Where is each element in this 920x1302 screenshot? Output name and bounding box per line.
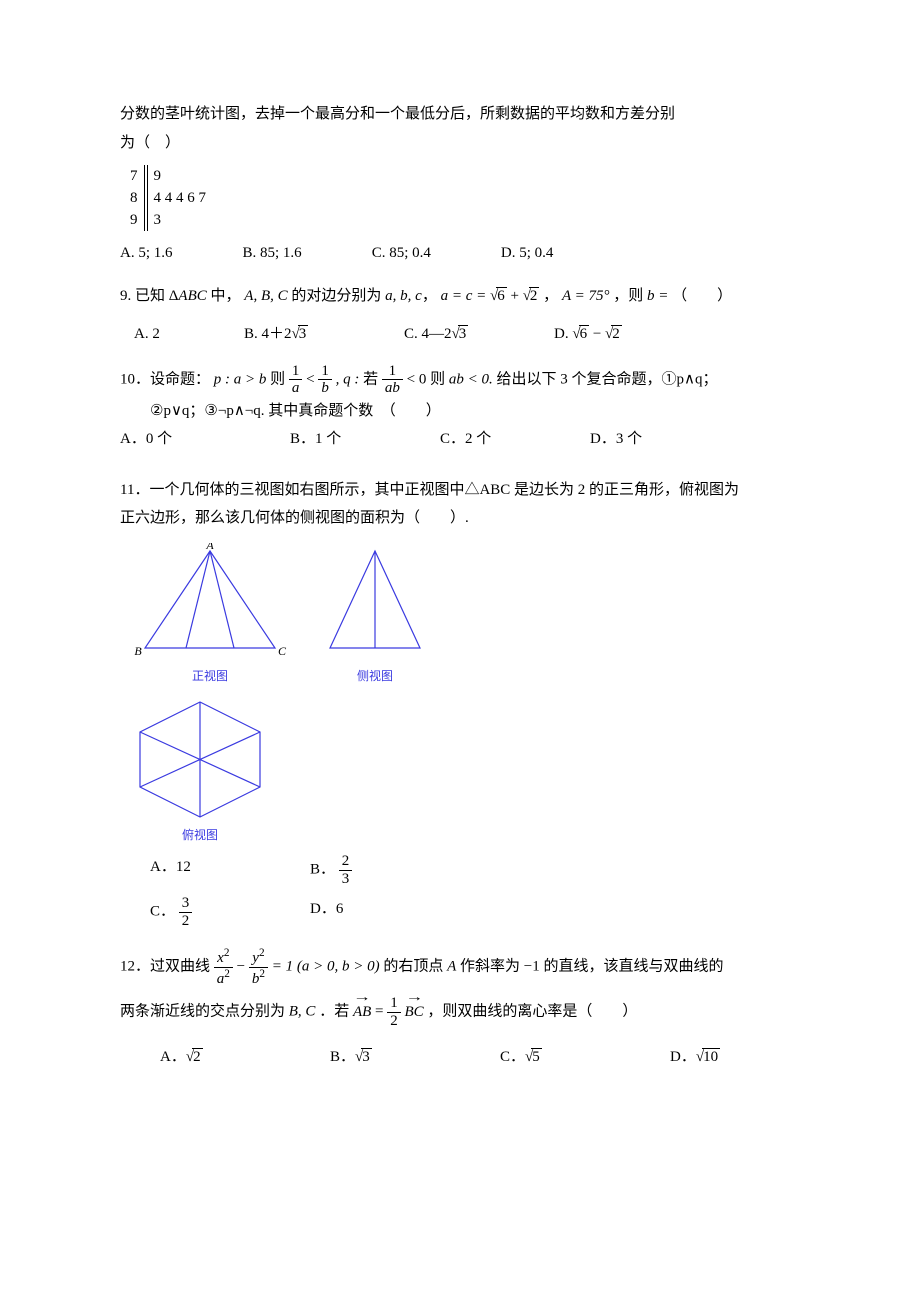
q8: 分数的茎叶统计图，去掉一个最高分和一个最低分后，所剩数据的平均数和方差分别 为（… <box>120 100 800 268</box>
q12-line2: 两条渐近线的交点分别为 B, C ．若 AB = 12 BC ，则双曲线的离心率… <box>120 995 800 1029</box>
q11-opt-a: A．12 <box>150 853 310 887</box>
q11: 11．一个几何体的三视图如右图所示，其中正视图中△ABC 是边长为 2 的正三角… <box>120 476 800 930</box>
sqrt-icon: √3 <box>452 326 469 342</box>
q10-line1: 10．设命题： p : a > b 则 1a < 1b , q : 若 1ab … <box>120 363 800 397</box>
leaf-1: 4 4 4 6 7 <box>154 187 207 209</box>
q11-opt-c: C． 32 <box>150 895 310 929</box>
top-view-diagram: 俯视图 <box>130 697 270 847</box>
q12: 12．过双曲线 x2 a2 − y2 b2 = 1 (a > 0, b > 0)… <box>120 947 800 1072</box>
q8-stem-line2: 为（ ） <box>120 129 800 158</box>
q9-opt-a: A. 2 <box>134 320 244 349</box>
frac-icon: 1a <box>289 363 303 397</box>
q12-opt-b: B．√3 <box>330 1043 500 1072</box>
q8-opt-b: B. 85; 1.6 <box>243 239 302 268</box>
q9-options: A. 2 B. 4＋2√3 C. 4—2√3 D. √6 − √2 <box>120 320 800 349</box>
q9-abc: a, b, c <box>385 288 422 304</box>
q10: 10．设命题： p : a > b 则 1a < 1b , q : 若 1ab … <box>120 363 800 454</box>
q8-stem-line1: 分数的茎叶统计图，去掉一个最高分和一个最低分后，所剩数据的平均数和方差分别 <box>120 100 800 129</box>
q10-options: A．0 个 B．1 个 C．2 个 D．3 个 <box>120 425 800 454</box>
q10-line2: ②p∨q；③¬p∧¬q. 其中真命题个数 （ ） <box>120 397 800 426</box>
frac-icon: 12 <box>387 995 401 1029</box>
label-C: C <box>278 644 287 658</box>
q12-opt-c: C．√5 <box>500 1043 670 1072</box>
q11-line2: 正六边形，那么该几何体的侧视图的面积为（ ）. <box>120 504 800 533</box>
top-view-svg <box>130 697 270 822</box>
q10-opt-a: A．0 个 <box>120 425 290 454</box>
q9-ABC: ABC <box>178 288 206 304</box>
frac-icon: 32 <box>179 895 193 929</box>
q8-options: A. 5; 1.6 B. 85; 1.6 C. 85; 0.4 D. 5; 0.… <box>120 239 800 268</box>
top-caption: 俯视图 <box>182 824 218 847</box>
q9: 9. 已知 ΔABC 中， A, B, C 的对边分别为 a, b, c， a … <box>120 282 800 349</box>
leaf-column: 9 4 4 4 6 7 3 <box>150 165 207 231</box>
q9-beq: b = <box>647 288 668 304</box>
sqrt-icon: √6 <box>490 288 507 304</box>
q10-opt-d: D．3 个 <box>590 425 642 454</box>
leaf-0: 9 <box>154 165 162 187</box>
q10-opt-b: B．1 个 <box>290 425 440 454</box>
q8-opt-a: A. 5; 1.6 <box>120 239 173 268</box>
label-B: B <box>134 644 142 658</box>
q9-plus: + <box>510 288 522 304</box>
q12-line1: 12．过双曲线 x2 a2 − y2 b2 = 1 (a > 0, b > 0)… <box>120 947 800 987</box>
q11-diagrams-row1: A B C 正视图 侧视图 <box>130 543 800 688</box>
q9-c2: ， <box>543 288 558 304</box>
q11-opt-d: D．6 <box>310 895 343 929</box>
sqrt-icon: √2 <box>186 1049 203 1065</box>
q8-opt-d: D. 5; 0.4 <box>501 239 554 268</box>
q9-ask: ，则 <box>613 288 643 304</box>
sqrt-icon: √3 <box>355 1049 372 1065</box>
q9-mid1: 中， <box>211 288 241 304</box>
front-caption: 正视图 <box>192 665 228 688</box>
frac-icon: 23 <box>339 853 353 887</box>
q9-mid2: 的对边分别为 <box>291 288 381 304</box>
q12-opt-a: A．√2 <box>160 1043 330 1072</box>
stem-leaf-plot: 7 8 9 9 4 4 4 6 7 3 <box>130 165 800 231</box>
sqrt-icon: √6 <box>572 326 589 342</box>
side-view-diagram: 侧视图 <box>320 543 430 688</box>
delta-icon: Δ <box>169 288 179 304</box>
q9-angle: A = 75° <box>562 288 610 304</box>
sqrt-icon: √2 <box>605 326 622 342</box>
frac-icon: 1b <box>318 363 332 397</box>
vector-icon: BC <box>405 998 424 1027</box>
q11-options: A．12 B． 23 C． 32 D．6 <box>120 853 800 929</box>
exam-page: 分数的茎叶统计图，去掉一个最高分和一个最低分后，所剩数据的平均数和方差分别 为（… <box>0 0 920 1132</box>
q11-diagrams-row2: 俯视图 <box>130 697 800 847</box>
q8-opt-c: C. 85; 0.4 <box>372 239 431 268</box>
q11-opt-b: B． 23 <box>310 853 352 887</box>
frac-icon: 1ab <box>382 363 403 397</box>
side-caption: 侧视图 <box>357 665 393 688</box>
front-view-diagram: A B C 正视图 <box>130 543 290 688</box>
vector-icon: AB <box>353 998 371 1027</box>
stem-1: 8 <box>130 187 138 209</box>
q9-opt-b: B. 4＋2√3 <box>244 320 404 349</box>
q11-line1: 11．一个几何体的三视图如右图所示，其中正视图中△ABC 是边长为 2 的正三角… <box>120 476 800 505</box>
sqrt-icon: √10 <box>696 1049 720 1065</box>
frac-icon: x2 a2 <box>214 947 233 987</box>
stem-2: 9 <box>130 209 138 231</box>
side-view-svg <box>320 543 430 663</box>
q9-opt-c: C. 4—2√3 <box>404 320 554 349</box>
frac-icon: y2 b2 <box>249 947 268 987</box>
double-bar-icon <box>144 165 148 231</box>
q9-cond1: a = c = <box>441 288 490 304</box>
stem-0: 7 <box>130 165 138 187</box>
q9-blank: （ ） <box>672 288 732 304</box>
sqrt-icon: √3 <box>292 326 309 342</box>
q10-p: p : a > b <box>214 371 267 387</box>
q10-opt-c: C．2 个 <box>440 425 590 454</box>
sqrt-icon: √5 <box>525 1049 542 1065</box>
label-A: A <box>205 543 214 552</box>
q12-opt-d: D．√10 <box>670 1043 720 1072</box>
q9-label: 9. 已知 <box>120 288 165 304</box>
q9-ABClist: A, B, C <box>244 288 287 304</box>
q9-opt-d: D. √6 − √2 <box>554 320 622 349</box>
q9-c1p: ， <box>422 288 437 304</box>
leaf-2: 3 <box>154 209 162 231</box>
q12-options: A．√2 B．√3 C．√5 D．√10 <box>120 1043 800 1072</box>
front-view-svg: A B C <box>130 543 290 663</box>
sqrt-icon: √2 <box>523 288 540 304</box>
stem-column: 7 8 9 <box>130 165 142 231</box>
